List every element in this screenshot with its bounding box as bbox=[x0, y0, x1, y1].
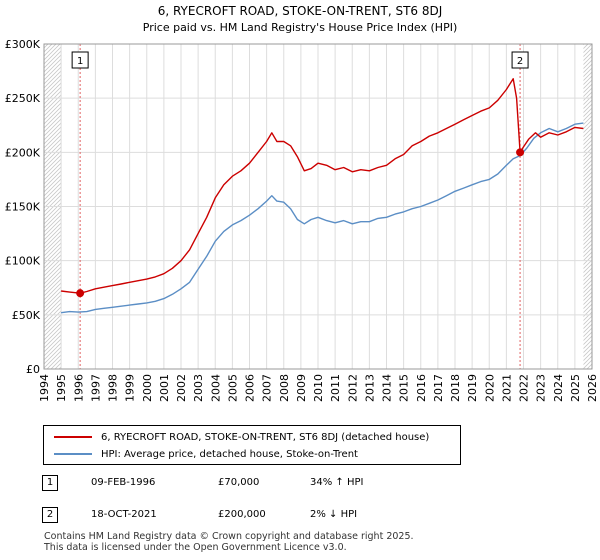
x-tick-label: 2011 bbox=[329, 374, 342, 402]
x-tick-label: 2007 bbox=[261, 374, 274, 402]
x-tick-label: 2004 bbox=[209, 374, 222, 402]
legend-label-hpi: HPI: Average price, detached house, Stok… bbox=[101, 448, 358, 460]
plot-frame bbox=[43, 43, 593, 370]
x-tick-label: 2017 bbox=[432, 374, 445, 402]
x-tick-label: 2009 bbox=[295, 374, 308, 402]
sale-point-2 bbox=[516, 148, 525, 157]
x-tick-label: 2001 bbox=[158, 374, 171, 402]
x-tick-label: 1998 bbox=[107, 374, 120, 402]
x-tick-label: 2012 bbox=[346, 374, 359, 402]
x-tick-label: 2024 bbox=[552, 374, 565, 402]
sale-label-1: 1 bbox=[77, 56, 83, 67]
y-tick-label: £50K bbox=[12, 309, 41, 322]
legend-item-property: 6, RYECROFT ROAD, STOKE-ON-TRENT, ST6 8D… bbox=[54, 429, 429, 445]
sale-hpi-2: 2% ↓ HPI bbox=[310, 509, 358, 520]
x-tick-label: 2008 bbox=[278, 374, 291, 402]
y-tick-label: £250K bbox=[5, 92, 41, 105]
y-tick-label: £300K bbox=[5, 38, 41, 51]
legend-swatch-property bbox=[54, 436, 92, 438]
x-tick-label: 2015 bbox=[398, 374, 411, 402]
x-tick-label: 1996 bbox=[72, 374, 85, 402]
x-tick-label: 1999 bbox=[124, 374, 137, 402]
footer-line-1: Contains HM Land Registry data © Crown c… bbox=[44, 531, 414, 542]
x-tick-label: 2025 bbox=[569, 374, 582, 402]
x-tick-label: 2002 bbox=[175, 374, 188, 402]
sale-date-1: 09-FEB-1996 bbox=[91, 477, 156, 488]
legend-item-hpi: HPI: Average price, detached house, Stok… bbox=[54, 446, 358, 462]
sale-price-1: £70,000 bbox=[218, 477, 260, 488]
x-tick-label: 2013 bbox=[363, 374, 376, 402]
footer: Contains HM Land Registry data © Crown c… bbox=[44, 531, 414, 553]
x-tick-label: 2000 bbox=[141, 374, 154, 402]
y-tick-label: £150K bbox=[5, 201, 41, 214]
x-tick-label: 2021 bbox=[500, 374, 513, 402]
chart-subtitle: Price paid vs. HM Land Registry's House … bbox=[143, 21, 458, 34]
x-tick-label: 2005 bbox=[226, 374, 239, 402]
x-tick-label: 2016 bbox=[415, 374, 428, 402]
x-tick-label: 2006 bbox=[244, 374, 257, 402]
x-tick-label: 1994 bbox=[38, 374, 51, 402]
x-tick-label: 2014 bbox=[381, 374, 394, 402]
legend-swatch-hpi bbox=[54, 453, 92, 455]
sale-badge-1: 1 bbox=[42, 475, 58, 491]
sale-badge-2: 2 bbox=[42, 507, 58, 523]
x-tick-label: 1995 bbox=[55, 374, 68, 402]
sale-label-2: 2 bbox=[517, 56, 523, 67]
hpi-line bbox=[61, 122, 584, 314]
legend: 6, RYECROFT ROAD, STOKE-ON-TRENT, ST6 8D… bbox=[43, 425, 461, 465]
x-tick-label: 2010 bbox=[312, 374, 325, 402]
sale-hpi-1: 34% ↑ HPI bbox=[310, 477, 364, 488]
legend-label-property: 6, RYECROFT ROAD, STOKE-ON-TRENT, ST6 8D… bbox=[101, 431, 430, 443]
property-price-line bbox=[61, 78, 584, 294]
sale-label-box-1 bbox=[71, 51, 89, 69]
x-tick-label: 2023 bbox=[535, 374, 548, 402]
sale-price-2: £200,000 bbox=[218, 509, 266, 520]
sale-point-1 bbox=[76, 289, 85, 298]
x-tick-label: 1997 bbox=[89, 374, 102, 402]
x-tick-label: 2026 bbox=[586, 374, 599, 402]
y-tick-label: £200K bbox=[5, 146, 41, 159]
y-tick-label: £100K bbox=[5, 255, 41, 268]
x-tick-label: 2020 bbox=[483, 374, 496, 402]
sale-label-box-2 bbox=[511, 51, 529, 69]
x-tick-label: 2019 bbox=[466, 374, 479, 402]
x-tick-label: 2003 bbox=[192, 374, 205, 402]
y-tick-label: £0 bbox=[26, 363, 40, 376]
sale-date-2: 18-OCT-2021 bbox=[91, 509, 157, 520]
footer-line-2: This data is licensed under the Open Gov… bbox=[44, 542, 347, 553]
x-tick-label: 2018 bbox=[449, 374, 462, 402]
chart-title: 6, RYECROFT ROAD, STOKE-ON-TRENT, ST6 8D… bbox=[158, 4, 443, 18]
x-tick-label: 2022 bbox=[518, 374, 531, 402]
price-chart: 6, RYECROFT ROAD, STOKE-ON-TRENT, ST6 8D… bbox=[5, 4, 599, 402]
